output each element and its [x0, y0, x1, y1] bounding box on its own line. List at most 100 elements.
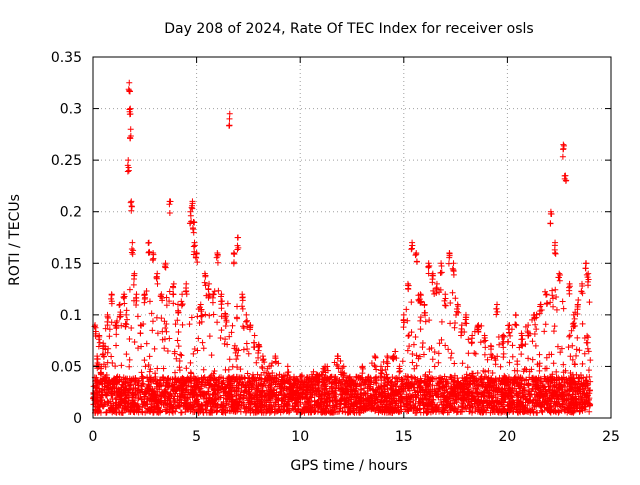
data-point: [218, 409, 225, 416]
data-point: [154, 280, 161, 287]
data-point: [172, 321, 179, 328]
data-point: [120, 294, 127, 301]
data-point: [208, 352, 215, 359]
data-point: [102, 374, 109, 381]
data-point: [484, 356, 491, 363]
data-point: [438, 269, 445, 276]
data-point: [512, 312, 519, 319]
data-point: [190, 229, 197, 236]
data-point: [281, 377, 288, 384]
data-point: [378, 377, 385, 384]
data-point: [243, 340, 250, 347]
data-point: [332, 408, 339, 415]
data-point: [410, 384, 417, 391]
data-point: [228, 329, 235, 336]
data-point: [332, 397, 339, 404]
data-point: [461, 381, 468, 388]
data-point: [459, 360, 466, 367]
data-point: [170, 280, 177, 287]
data-point: [318, 383, 325, 390]
data-point: [354, 391, 361, 398]
data-point: [549, 292, 556, 299]
data-point: [517, 406, 524, 413]
data-point: [193, 376, 200, 383]
data-point: [138, 369, 145, 376]
data-point: [201, 374, 208, 381]
data-point: [113, 342, 120, 349]
data-point: [141, 357, 148, 364]
data-point: [573, 352, 580, 359]
data-point: [253, 403, 260, 410]
data-point: [200, 366, 207, 373]
data-point: [113, 331, 120, 338]
data-point: [581, 403, 588, 410]
data-point: [262, 382, 269, 389]
data-point: [396, 368, 403, 375]
data-point: [455, 408, 462, 415]
data-point: [218, 327, 225, 334]
data-point: [429, 382, 436, 389]
data-point: [423, 395, 430, 402]
data-point: [101, 401, 108, 408]
data-point: [499, 333, 506, 340]
y-tick-label: 0: [73, 411, 82, 427]
data-point: [547, 299, 554, 306]
data-point: [108, 353, 115, 360]
data-point: [477, 339, 484, 346]
y-tick-label: 0.15: [51, 256, 82, 272]
data-point: [115, 388, 122, 395]
data-point: [315, 406, 322, 413]
data-point: [211, 367, 218, 374]
data-point: [401, 376, 408, 383]
data-point: [218, 301, 225, 308]
data-point: [509, 353, 516, 360]
data-point: [229, 322, 236, 329]
data-point: [161, 336, 168, 343]
data-point: [222, 404, 229, 411]
data-point: [458, 402, 465, 409]
data-point: [166, 201, 173, 208]
data-point: [436, 340, 443, 347]
data-point: [349, 387, 356, 394]
data-point: [454, 308, 461, 315]
data-point: [441, 302, 448, 309]
data-point: [178, 298, 185, 305]
data-point: [215, 287, 222, 294]
data-point: [253, 359, 260, 366]
data-point: [499, 340, 506, 347]
data-point: [222, 323, 229, 330]
data-point: [380, 399, 387, 406]
x-tick-label: 25: [602, 429, 620, 445]
data-point: [154, 330, 161, 337]
data-point: [567, 370, 574, 377]
data-point: [553, 368, 560, 375]
data-point: [146, 353, 153, 360]
data-point: [126, 286, 133, 293]
data-point: [90, 401, 97, 408]
data-point: [465, 350, 472, 357]
data-point: [494, 398, 501, 405]
data-point: [579, 320, 586, 327]
data-point: [479, 402, 486, 409]
data-point: [413, 352, 420, 359]
data-point: [431, 363, 438, 370]
plot-frame: [92, 56, 612, 419]
data-point: [448, 350, 455, 357]
data-point: [407, 404, 414, 411]
data-point: [206, 333, 213, 340]
data-point: [209, 392, 216, 399]
data-point: [551, 323, 558, 330]
data-point: [532, 342, 539, 349]
data-point: [441, 373, 448, 380]
data-point: [455, 378, 462, 385]
x-tick-label: 20: [498, 429, 516, 445]
data-points: [90, 79, 594, 416]
data-point: [275, 407, 282, 414]
data-point: [452, 295, 459, 302]
data-point: [105, 315, 112, 322]
data-point: [562, 367, 569, 374]
data-point: [470, 377, 477, 384]
data-point: [178, 352, 185, 359]
data-point: [124, 168, 131, 175]
data-point: [482, 344, 489, 351]
